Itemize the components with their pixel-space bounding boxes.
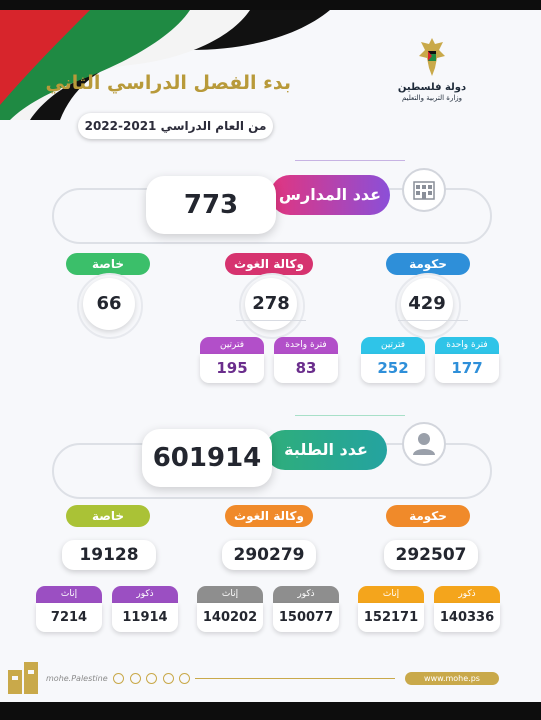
- infographic-card: بدء الفصل الدراسي الثاني من العام الدراس…: [0, 10, 541, 702]
- unrwa-branch-line: [236, 320, 306, 321]
- twitter-icon[interactable]: [146, 673, 158, 684]
- unrwa-males-box: ذكور 150077: [273, 586, 339, 632]
- social-handle: mohe.Palestine: [46, 673, 191, 684]
- private-schools-ring: [77, 273, 143, 339]
- facebook-icon[interactable]: [113, 673, 125, 684]
- gov-one-shift-box: فترة واحدة 177: [435, 337, 499, 383]
- gov-two-shifts-value: 252: [361, 354, 425, 383]
- private-schools-value: 66: [83, 278, 135, 330]
- gov-two-shifts-box: فترتين 252: [361, 337, 425, 383]
- gov-branch-line: [398, 320, 468, 321]
- unrwa-males-value: 150077: [273, 603, 339, 632]
- gov-schools-value: 429: [401, 278, 453, 330]
- ministry-logo: دولة فلسطين وزارة التربية والتعليم: [392, 36, 472, 102]
- instagram-icon[interactable]: [162, 673, 174, 684]
- page-title: بدء الفصل الدراسي الثاني: [45, 72, 291, 94]
- gov-females-value: 152171: [358, 603, 424, 632]
- schools-total: 773: [146, 176, 276, 234]
- private-females-value: 7214: [36, 603, 102, 632]
- unrwa-males-label: ذكور: [273, 586, 339, 603]
- private-students-label: خاصة: [66, 505, 150, 527]
- gov-schools-label: حكومة: [386, 253, 470, 275]
- footer-divider: [195, 678, 395, 679]
- private-students-value: 19128: [62, 540, 156, 570]
- unrwa-two-shifts-label: فترتين: [200, 337, 264, 354]
- unrwa-schools-value: 278: [245, 278, 297, 330]
- youtube-icon[interactable]: [129, 673, 141, 684]
- unrwa-females-value: 140202: [197, 603, 263, 632]
- state-name: دولة فلسطين: [397, 82, 467, 93]
- gov-females-box: إناث 152171: [358, 586, 424, 632]
- unrwa-students-value: 290279: [222, 540, 316, 570]
- private-males-box: ذكور 11914: [112, 586, 178, 632]
- unrwa-females-label: إناث: [197, 586, 263, 603]
- gov-students-value: 292507: [384, 540, 478, 570]
- gov-students-label: حكومة: [386, 505, 470, 527]
- social-handle-text: mohe.Palestine: [46, 674, 108, 683]
- gov-males-value: 140336: [434, 603, 500, 632]
- private-males-label: ذكور: [112, 586, 178, 603]
- student-icon-link-line: [295, 415, 405, 416]
- gov-schools-ring: [395, 273, 461, 339]
- unrwa-schools-ring: [239, 273, 305, 339]
- ministry-footer-logo-icon: [8, 662, 38, 694]
- private-females-box: إناث 7214: [36, 586, 102, 632]
- palestine-flag-icon: [0, 10, 330, 120]
- unrwa-schools-label: وكالة الغوث: [225, 253, 313, 275]
- telegram-icon[interactable]: [179, 673, 191, 684]
- unrwa-one-shift-label: فترة واحدة: [274, 337, 338, 354]
- unrwa-students-label: وكالة الغوث: [225, 505, 313, 527]
- page-subtitle: من العام الدراسي 2021-2022: [78, 113, 273, 139]
- school-building-icon: [402, 168, 446, 212]
- gov-males-label: ذكور: [434, 586, 500, 603]
- students-total: 601914: [142, 429, 272, 487]
- eagle-emblem-icon: [419, 38, 445, 76]
- unrwa-females-box: إناث 140202: [197, 586, 263, 632]
- unrwa-two-shifts-value: 195: [200, 354, 264, 383]
- students-count-label: عدد الطلبة: [265, 430, 387, 470]
- gov-two-shifts-label: فترتين: [361, 337, 425, 354]
- ministry-name: وزارة التربية والتعليم: [401, 94, 463, 102]
- gov-one-shift-value: 177: [435, 354, 499, 383]
- gov-males-box: ذكور 140336: [434, 586, 500, 632]
- icon-link-line: [295, 160, 405, 161]
- private-females-label: إناث: [36, 586, 102, 603]
- gov-one-shift-label: فترة واحدة: [435, 337, 499, 354]
- private-males-value: 11914: [112, 603, 178, 632]
- schools-count-label: عدد المدارس: [270, 175, 390, 215]
- unrwa-one-shift-box: فترة واحدة 83: [274, 337, 338, 383]
- unrwa-one-shift-value: 83: [274, 354, 338, 383]
- gov-females-label: إناث: [358, 586, 424, 603]
- student-user-icon: [402, 422, 446, 466]
- website-link[interactable]: www.mohe.ps: [405, 672, 499, 685]
- private-schools-label: خاصة: [66, 253, 150, 275]
- unrwa-two-shifts-box: فترتين 195: [200, 337, 264, 383]
